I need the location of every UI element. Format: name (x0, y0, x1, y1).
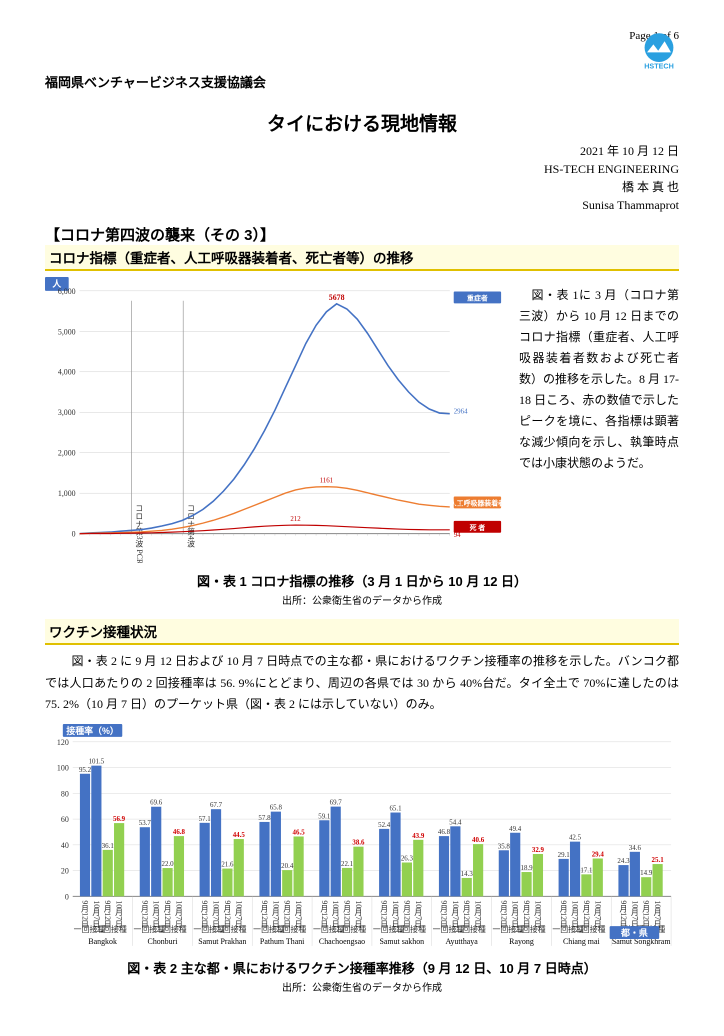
svg-text:Chachoengsao: Chachoengsao (319, 937, 365, 946)
section-main-heading: 【コロナ第四波の襲来（その 3）】 (45, 224, 679, 245)
svg-text:36.1: 36.1 (102, 843, 115, 850)
svg-text:Pathum Thani: Pathum Thani (260, 937, 305, 946)
svg-text:57.8: 57.8 (258, 815, 271, 822)
fig1-caption: 図・表 1 コロナ指標の推移（3 月 1 日から 10 月 12 日） (45, 571, 679, 590)
org-name: 福岡県ベンチャービジネス支援協議会 (45, 72, 679, 91)
svg-text:59.1: 59.1 (318, 813, 331, 820)
svg-text:二回接種: 二回接種 (574, 924, 606, 934)
svg-text:60: 60 (61, 815, 69, 824)
page-number: Page 1 of 6 (45, 30, 679, 42)
svg-text:2,000: 2,000 (58, 449, 76, 458)
svg-text:二回接種: 二回接種 (514, 924, 546, 934)
svg-text:22.1: 22.1 (341, 861, 354, 868)
svg-text:Rayong: Rayong (509, 937, 534, 946)
svg-text:18.9: 18.9 (521, 865, 534, 872)
svg-text:二回接種: 二回接種 (394, 924, 426, 934)
svg-text:二回接種: 二回接種 (155, 924, 187, 934)
svg-text:Bangkok: Bangkok (88, 937, 117, 946)
svg-text:二回接種: 二回接種 (335, 924, 367, 934)
section-sub-heading-1: コロナ指標（重症者、人工呼吸器装着者、死亡者等）の推移 (45, 245, 679, 271)
svg-text:接種率（%）: 接種率（%） (66, 725, 118, 736)
svg-text:44.5: 44.5 (233, 832, 246, 839)
svg-text:34.6: 34.6 (629, 845, 642, 852)
svg-text:40.6: 40.6 (472, 837, 485, 844)
svg-text:重症者: 重症者 (467, 293, 488, 302)
svg-text:4,000: 4,000 (58, 368, 76, 377)
svg-text:32.9: 32.9 (532, 847, 545, 854)
fig2-caption: 図・表 2 主な都・県におけるワクチン接種率推移（9 月 12 日、10 月 7… (45, 958, 679, 977)
svg-text:42.5: 42.5 (569, 835, 582, 842)
svg-text:212: 212 (290, 516, 301, 523)
svg-text:21.6: 21.6 (221, 862, 234, 869)
chart-1-line: 人01,0002,0003,0004,0005,0006,000コロナ第3波 P… (45, 277, 509, 563)
svg-text:Samut Prakhan: Samut Prakhan (198, 937, 246, 946)
svg-text:49.4: 49.4 (509, 826, 522, 833)
svg-text:Chonburi: Chonburi (148, 937, 179, 946)
fig2-source: 出所：公衆衛生省のデータから作成 (45, 979, 679, 994)
svg-text:100: 100 (57, 764, 69, 773)
svg-text:17.1: 17.1 (580, 867, 593, 874)
svg-text:80: 80 (61, 789, 69, 798)
svg-text:95.2: 95.2 (79, 767, 92, 774)
svg-text:65.1: 65.1 (389, 806, 402, 813)
svg-text:52.4: 52.4 (378, 822, 391, 829)
chart-2-bar: 接種率（%）02040608010012095.29月12日101.510月7日… (45, 724, 679, 952)
svg-text:101.5: 101.5 (89, 759, 105, 766)
svg-text:67.7: 67.7 (210, 802, 223, 809)
svg-text:5678: 5678 (329, 293, 345, 302)
svg-text:35.8: 35.8 (498, 843, 511, 850)
svg-text:20.4: 20.4 (281, 863, 294, 870)
svg-text:46.8: 46.8 (438, 829, 451, 836)
svg-text:二回接種: 二回接種 (95, 924, 127, 934)
svg-text:0: 0 (65, 892, 69, 901)
svg-text:53.7: 53.7 (139, 820, 152, 827)
page-title: タイにおける現地情報 (45, 109, 679, 136)
svg-text:94: 94 (454, 532, 461, 539)
svg-text:46.8: 46.8 (173, 829, 186, 836)
svg-text:Ayutthaya: Ayutthaya (446, 937, 479, 946)
svg-text:120: 120 (57, 738, 69, 747)
svg-text:57.1: 57.1 (199, 816, 212, 823)
date-block: 2021 年 10 月 12 日 HS-TECH ENGINEERING 橋 本… (45, 142, 679, 214)
svg-text:20: 20 (61, 867, 69, 876)
side-paragraph: 図・表 1に 3 月（コロナ第三波）から 10 月 12 日までのコロナ指標（重… (519, 277, 679, 563)
svg-text:40: 40 (61, 841, 69, 850)
svg-text:26.3: 26.3 (401, 856, 414, 863)
svg-text:Samut sakhon: Samut sakhon (380, 937, 425, 946)
svg-text:3,000: 3,000 (58, 408, 76, 417)
svg-text:14.3: 14.3 (461, 871, 474, 878)
svg-text:29.1: 29.1 (558, 852, 571, 859)
svg-text:二回接種: 二回接種 (454, 924, 486, 934)
svg-text:二回接種: 二回接種 (275, 924, 307, 934)
svg-text:46.5: 46.5 (293, 830, 306, 837)
svg-text:二回接種: 二回接種 (215, 924, 247, 934)
svg-text:54.4: 54.4 (449, 819, 462, 826)
svg-text:2964: 2964 (454, 409, 468, 416)
section-sub-heading-2: ワクチン接種状況 (45, 619, 679, 645)
svg-text:1,000: 1,000 (58, 489, 76, 498)
logo: HSTECH (639, 30, 679, 74)
svg-text:14.9: 14.9 (640, 870, 653, 877)
svg-text:69.6: 69.6 (150, 800, 163, 807)
svg-text:56.9: 56.9 (113, 816, 126, 823)
svg-text:43.9: 43.9 (412, 833, 425, 840)
svg-text:死 者: 死 者 (469, 523, 486, 532)
svg-text:29.4: 29.4 (592, 852, 605, 859)
svg-text:5,000: 5,000 (58, 327, 76, 336)
svg-text:38.6: 38.6 (352, 840, 365, 847)
svg-text:6,000: 6,000 (58, 287, 76, 296)
svg-text:22.0: 22.0 (162, 861, 175, 868)
svg-text:0: 0 (72, 530, 76, 539)
fig1-source: 出所：公衆衛生省のデータから作成 (45, 592, 679, 607)
svg-text:都・県: 都・県 (620, 927, 648, 938)
svg-text:65.8: 65.8 (270, 805, 283, 812)
body-paragraph: 図・表 2 に 9 月 12 日および 10 月 7 日時点での主な都・県におけ… (45, 651, 679, 716)
svg-text:660: 660 (454, 502, 465, 509)
svg-text:24.3: 24.3 (617, 858, 630, 865)
svg-text:HSTECH: HSTECH (644, 61, 674, 70)
svg-text:Chiang mai: Chiang mai (563, 937, 600, 946)
svg-text:1161: 1161 (320, 478, 334, 485)
svg-text:25.1: 25.1 (652, 857, 665, 864)
svg-text:69.7: 69.7 (330, 800, 343, 807)
